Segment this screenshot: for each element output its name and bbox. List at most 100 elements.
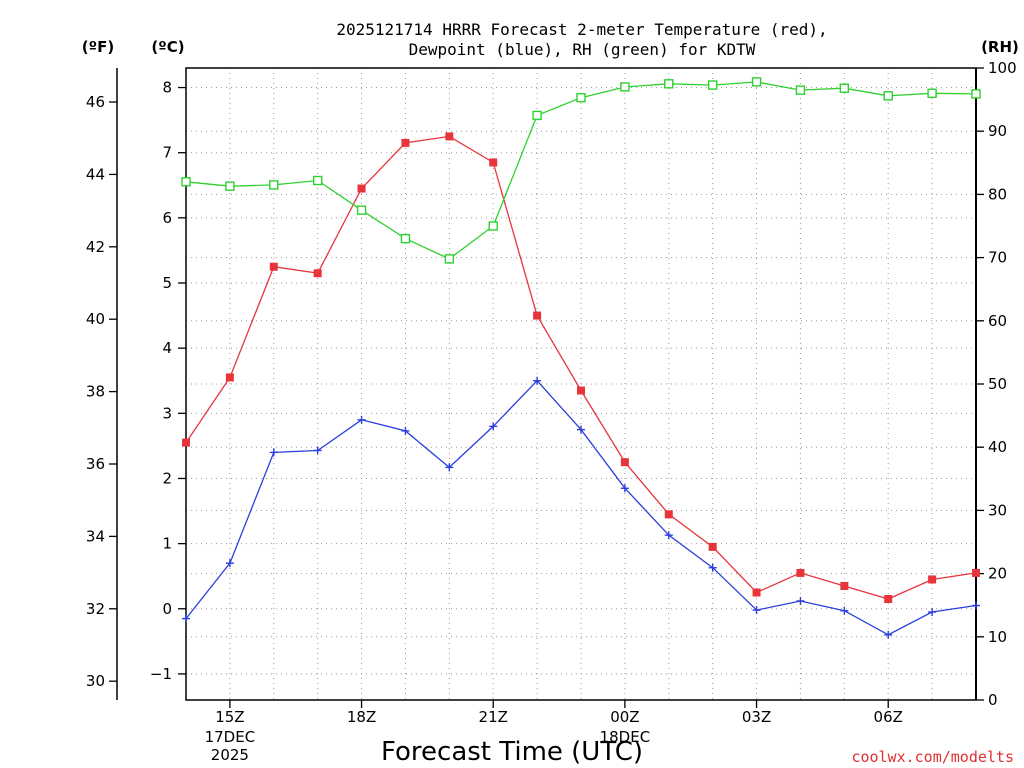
rh-point (883, 91, 893, 101)
rh-point (927, 88, 937, 98)
chart-title-line-1: 2025121714 HRRR Forecast 2-meter Tempera… (336, 20, 827, 39)
axes: −101234567830323436384042444601020304050… (86, 59, 1017, 764)
dewpoint-point (620, 484, 629, 493)
dewpoint-point (972, 601, 980, 610)
dewpoint-point (182, 614, 190, 623)
celsius-tick-label: 1 (162, 535, 172, 553)
temperature-point (401, 138, 410, 147)
rh-tick-label: 60 (988, 312, 1007, 330)
fahrenheit-tick-label: 46 (86, 93, 105, 111)
rh-point (620, 82, 630, 92)
temperature-point (313, 269, 322, 278)
x-axis-title: Forecast Time (UTC) (381, 737, 643, 767)
dewpoint-point (884, 630, 893, 639)
temperature-point (533, 311, 542, 320)
temperature-point (708, 542, 717, 551)
fahrenheit-tick-label: 30 (86, 672, 105, 690)
fahrenheit-tick-label: 34 (86, 527, 105, 545)
celsius-tick-label: 4 (162, 339, 172, 357)
rh-point (444, 254, 455, 264)
rh-point (488, 221, 498, 231)
credit-link[interactable]: coolwx.com/modelts (851, 748, 1014, 766)
x-tick-label: 15Z (215, 708, 244, 726)
grid (186, 68, 976, 700)
rh-tick-label: 70 (988, 249, 1007, 267)
rh-point (707, 80, 718, 90)
fahrenheit-tick-label: 38 (86, 383, 105, 401)
temperature-point (840, 581, 849, 590)
x-tick-label: 06Z (874, 708, 903, 726)
celsius-unit-label: (ºC) (151, 38, 184, 56)
rh-tick-label: 50 (988, 375, 1007, 393)
dewpoint-point (796, 596, 805, 605)
fahrenheit-unit-label: (ºF) (82, 38, 114, 56)
fahrenheit-tick-label: 32 (86, 600, 105, 618)
rh-tick-label: 10 (988, 628, 1007, 646)
temperature-point (664, 510, 673, 519)
x-tick-date-label: 18DEC (600, 728, 651, 746)
celsius-tick-label: 6 (162, 209, 172, 227)
celsius-tick-label: 0 (162, 600, 172, 618)
dewpoint-point (840, 606, 849, 615)
x-tick-label: 18Z (347, 708, 376, 726)
rh-point (269, 180, 279, 190)
rh-point (751, 77, 762, 87)
temperature-point (752, 588, 761, 597)
rh-tick-label: 30 (988, 501, 1007, 519)
temperature-point (796, 568, 805, 577)
rh-point (576, 93, 586, 103)
fahrenheit-tick-label: 36 (86, 455, 105, 473)
rh-tick-label: 100 (988, 59, 1017, 77)
x-tick-year-label: 2025 (211, 746, 249, 764)
temperature-point (620, 458, 629, 467)
temperature-point (269, 262, 278, 271)
temperature-series-line (185, 135, 977, 600)
rh-point (839, 83, 850, 93)
dewpoint-point (489, 422, 498, 431)
celsius-tick-label: 3 (162, 404, 172, 422)
temperature-point (972, 568, 980, 577)
dewpoint-point (445, 463, 454, 472)
series (181, 77, 981, 639)
temperature-point (225, 373, 234, 382)
rh-point (795, 85, 806, 95)
temperature-point (357, 184, 366, 193)
chart-title-line-2: Dewpoint (blue), RH (green) for KDTW (409, 40, 756, 59)
fahrenheit-tick-label: 42 (86, 238, 105, 256)
dewpoint-point (752, 606, 761, 615)
x-tick-label: 00Z (610, 708, 639, 726)
x-tick-date-label: 17DEC (205, 728, 256, 746)
rh-tick-label: 80 (988, 185, 1007, 203)
rh-point (971, 89, 981, 99)
dewpoint-point (225, 559, 234, 568)
x-tick-label: 03Z (742, 708, 771, 726)
rh-tick-label: 40 (988, 438, 1007, 456)
dewpoint-point (269, 448, 278, 457)
celsius-tick-label: −1 (150, 665, 172, 683)
rh-point (532, 110, 542, 121)
temperature-point (489, 158, 498, 167)
temperature-point (577, 386, 585, 395)
rh-point (181, 177, 191, 187)
rh-tick-label: 90 (988, 122, 1007, 140)
rh-point (356, 205, 367, 215)
rh-point (664, 79, 674, 89)
temperature-point (445, 132, 454, 141)
dewpoint-point (708, 563, 717, 572)
dewpoint-point (664, 531, 673, 540)
dewpoint-point (533, 376, 542, 385)
celsius-tick-label: 5 (162, 274, 172, 292)
celsius-tick-label: 8 (162, 79, 172, 97)
rh-unit-label: (RH) (981, 38, 1019, 56)
temperature-point (884, 595, 893, 604)
rh-point (312, 175, 323, 186)
rh-tick-label: 20 (988, 565, 1007, 583)
x-tick-label: 21Z (479, 708, 508, 726)
temperature-point (182, 438, 190, 447)
fahrenheit-tick-label: 40 (86, 310, 105, 328)
dewpoint-point (577, 425, 585, 434)
dewpoint-point (928, 608, 937, 617)
dewpoint-point (357, 415, 366, 424)
temperature-point (928, 575, 937, 584)
